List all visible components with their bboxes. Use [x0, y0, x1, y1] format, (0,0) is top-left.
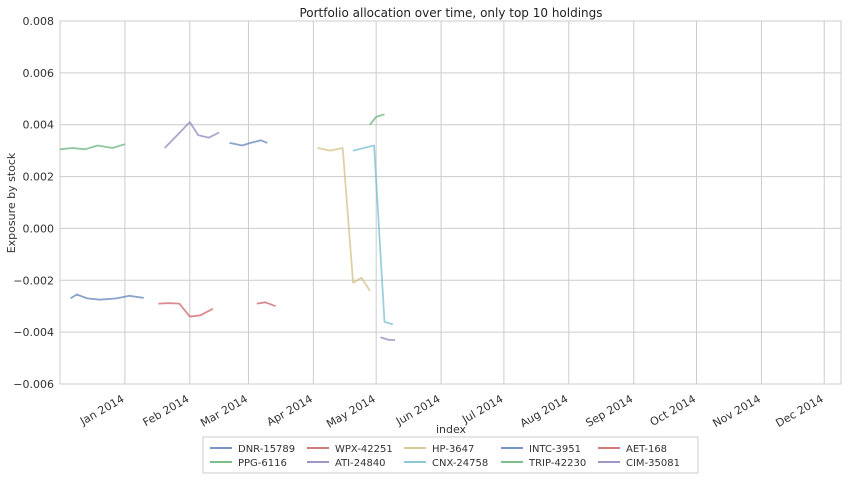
y-tick-label: 0.004 — [23, 119, 55, 132]
y-tick-label: 0.008 — [23, 15, 55, 28]
legend-label: ATI-24840 — [335, 458, 386, 469]
chart-title: Portfolio allocation over time, only top… — [299, 6, 602, 20]
legend-label: HP-3647 — [432, 444, 474, 455]
series-line-cnx-24758 — [352, 144, 394, 326]
y-tick-label: 0.006 — [23, 67, 55, 80]
legend-label: CNX-24758 — [432, 458, 488, 469]
y-tick-label: −0.006 — [13, 378, 54, 391]
series-line-aet-168 — [256, 301, 277, 308]
legend-label: CIM-35081 — [626, 458, 680, 469]
series-line-hp-3647 — [317, 147, 371, 292]
legend-label: WPX-42251 — [335, 444, 393, 455]
series-line-trip-42230 — [369, 113, 385, 126]
legend-label: TRIP-42230 — [528, 458, 586, 469]
legend-box — [202, 436, 699, 474]
y-tick-label: −0.004 — [13, 326, 54, 339]
y-tick-label: 0.000 — [23, 222, 55, 235]
y-axis-label: Exposure by stock — [5, 152, 18, 253]
series-line-intc-3951 — [229, 139, 268, 147]
legend-label: PPG-6116 — [238, 458, 287, 469]
series-line-cim-35081 — [380, 336, 395, 341]
x-axis-label: index — [436, 423, 467, 436]
legend-label: DNR-15789 — [238, 444, 295, 455]
legend: DNR-15789 PPG-6116 WPX-42251 ATI-24840 HP-36… — [202, 436, 699, 474]
legend-label: INTC-3951 — [529, 444, 581, 455]
series-line-ati-24840 — [164, 121, 220, 149]
plot-frame — [59, 20, 842, 385]
legend-label: AET-168 — [626, 444, 667, 455]
series-line-wpx-42251 — [158, 302, 214, 318]
y-tick-label: 0.002 — [23, 171, 55, 184]
series-line-dnr-15789 — [70, 293, 144, 301]
y-tick-label: −0.002 — [13, 274, 54, 287]
series-line-ppg-6116 — [59, 143, 126, 151]
